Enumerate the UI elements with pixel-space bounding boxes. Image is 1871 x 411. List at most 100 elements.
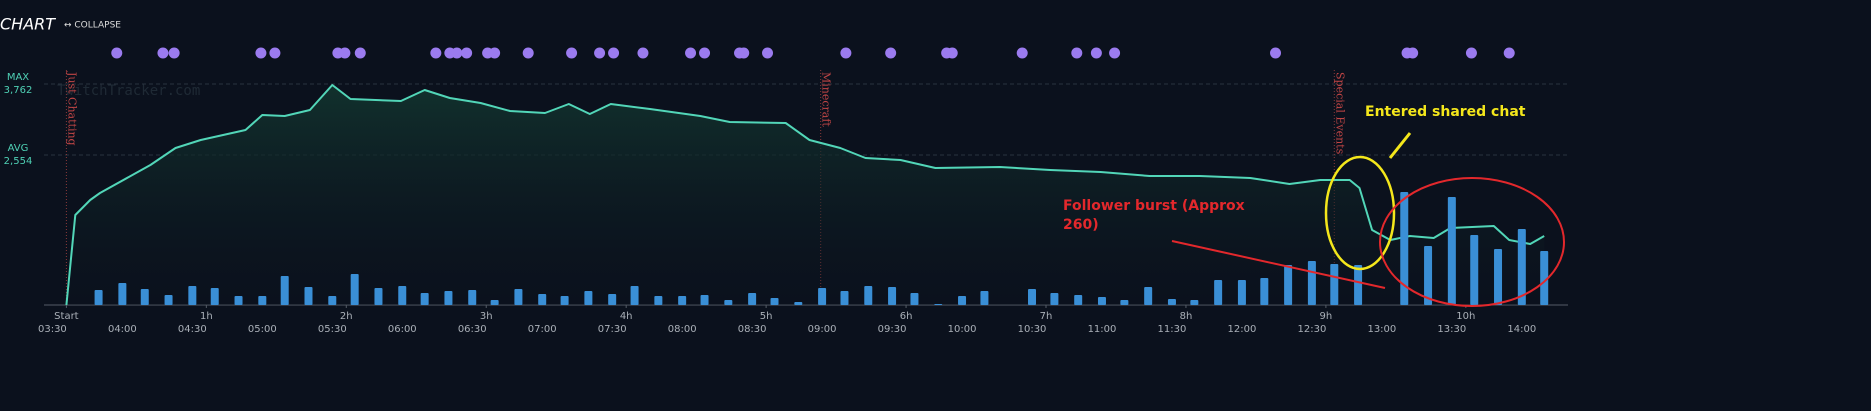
event-marker [1407, 47, 1419, 59]
bar [374, 288, 383, 305]
bar [1167, 299, 1176, 305]
x-tick-label: 6h [900, 311, 913, 322]
event-marker [685, 47, 697, 59]
x-tick-label: 10h [1456, 311, 1475, 322]
clock-tick-label: 08:30 [738, 324, 767, 335]
bar [1354, 264, 1363, 305]
event-marker [840, 47, 852, 59]
bar [514, 289, 523, 305]
bar [1190, 300, 1199, 305]
bar [1447, 197, 1456, 305]
x-tick-label: 7h [1040, 311, 1053, 322]
bar [304, 287, 313, 305]
event-marker [255, 47, 267, 59]
bar [188, 286, 197, 305]
event-marker [168, 47, 180, 59]
bar [980, 291, 989, 305]
category-label: Minecraft [820, 72, 833, 127]
event-marker [946, 47, 958, 59]
clock-tick-label: 10:00 [948, 324, 977, 335]
event-marker [461, 47, 473, 59]
bar [840, 291, 849, 305]
clock-tick-label: 07:00 [528, 324, 557, 335]
clock-tick-label: 04:00 [108, 324, 137, 335]
event-marker [1016, 47, 1028, 59]
event-marker [522, 47, 534, 59]
bar [140, 289, 149, 305]
bar [770, 298, 779, 305]
event-marker [762, 47, 774, 59]
clock-tick-label: 05:30 [318, 324, 347, 335]
x-tick-label: 3h [480, 311, 493, 322]
bar [328, 296, 337, 305]
annotation: Entered shared chat [1365, 104, 1526, 120]
bar [584, 291, 593, 305]
event-marker [1503, 47, 1515, 59]
y-tick-name: MAX [7, 72, 29, 83]
bar [864, 286, 873, 305]
chart-heading: CHART [0, 15, 56, 34]
y-tick-label: 3,762 [4, 85, 33, 96]
bar [1028, 289, 1037, 305]
bar [748, 293, 757, 305]
clock-tick-label: 09:00 [808, 324, 837, 335]
bar [794, 302, 803, 305]
bar [1540, 251, 1549, 305]
bar [560, 296, 569, 305]
clock-tick-label: 13:00 [1367, 324, 1396, 335]
bar [700, 295, 709, 305]
clock-tick-label: 11:30 [1158, 324, 1187, 335]
bar [1424, 246, 1433, 305]
event-marker [354, 47, 366, 59]
bar [1517, 229, 1526, 305]
clock-tick-label: 05:00 [248, 324, 277, 335]
clock-tick-label: 04:30 [178, 324, 207, 335]
event-marker [339, 47, 351, 59]
bar [1074, 295, 1083, 305]
bar [724, 300, 733, 305]
event-marker [885, 47, 897, 59]
bar [1144, 287, 1153, 305]
bar [420, 293, 429, 305]
collapse-button[interactable]: ↔ COLLAPSE [64, 21, 121, 31]
x-tick-label: Start [54, 311, 79, 322]
bar [1470, 235, 1479, 305]
bar [1284, 264, 1293, 305]
annotation: Follower burst (Approx 260) [1063, 198, 1245, 233]
y-tick-label: 2,554 [4, 156, 33, 167]
bar [910, 293, 919, 305]
event-marker [699, 47, 711, 59]
event-marker [157, 47, 169, 59]
clock-tick-label: 12:30 [1297, 324, 1326, 335]
bar [164, 295, 173, 305]
clock-tick-label: 06:30 [458, 324, 487, 335]
x-tick-label: 8h [1180, 311, 1193, 322]
bar [468, 290, 477, 305]
bar [350, 273, 359, 305]
bar [1330, 263, 1339, 305]
event-marker [1270, 47, 1282, 59]
bar [398, 286, 407, 305]
line [65, 84, 1545, 306]
bar [258, 296, 267, 305]
bar [94, 290, 103, 305]
pointer-line [1171, 240, 1386, 289]
x-tick-label: 9h [1320, 311, 1333, 322]
highlight-ellipse [1324, 155, 1396, 271]
bar [1307, 260, 1316, 305]
bar [818, 288, 827, 305]
clock-tick-label: 07:30 [598, 324, 627, 335]
x-tick-label: 4h [620, 311, 633, 322]
event-marker [608, 47, 620, 59]
clock-tick-label: 11:00 [1088, 324, 1117, 335]
bar [654, 296, 663, 305]
event-marker [566, 47, 578, 59]
event-marker [1071, 47, 1083, 59]
bar [490, 300, 499, 305]
bar [234, 296, 243, 305]
bar [888, 287, 897, 305]
highlight-ellipse [1379, 177, 1565, 307]
event-marker [594, 47, 606, 59]
event-marker [738, 47, 750, 59]
